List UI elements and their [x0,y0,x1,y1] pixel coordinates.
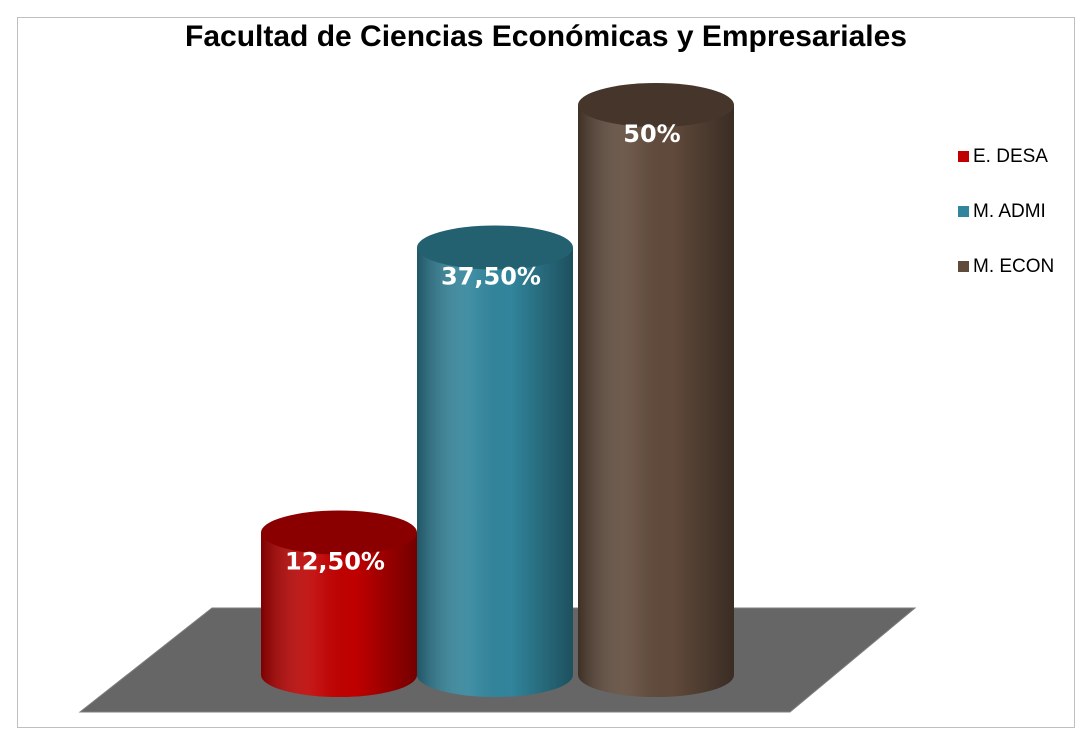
legend-swatch [958,206,969,217]
cylinder-shade [261,532,417,697]
legend-swatch [958,151,969,162]
value-label: 12,50% [285,548,385,576]
cylinder-shade [417,247,573,697]
cylinder-top [261,510,417,555]
cylinder-top [417,225,573,270]
cylinder-shade [578,105,734,697]
value-label: 37,50% [441,263,541,291]
legend-text: E. DESA [973,146,1048,167]
legend-text: M. ECON [973,256,1054,277]
chart-title: Facultad de Ciencias Económicas y Empres… [185,20,907,53]
cylinder-top [578,83,734,127]
legend-swatch [958,261,969,272]
value-label: 50% [623,120,680,148]
legend-text: M. ADMI [973,201,1046,222]
